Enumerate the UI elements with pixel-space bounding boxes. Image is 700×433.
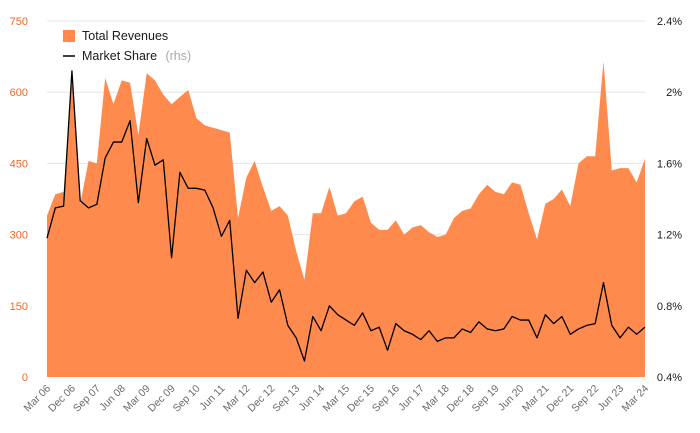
legend-note-rhs: (rhs) (165, 49, 191, 63)
legend-item-market-share: Market Share (rhs) (82, 47, 191, 64)
right-axis-ticks: 0.4% 0.8% 1.2% 1.6% 2% 2.4% (657, 16, 682, 384)
x-tick-label: Sep 07 (71, 383, 103, 415)
x-tick-label: Mar 24 (620, 383, 652, 415)
left-axis-ticks: 0 150 300 450 600 750 (10, 16, 28, 384)
right-tick-label: 1.2% (657, 230, 682, 242)
legend-label-total-revenues: Total Revenues (82, 29, 168, 43)
legend-label-market-share: Market Share (82, 49, 157, 63)
right-tick-label: 0.4% (657, 372, 682, 384)
x-tick-label: Sep 13 (270, 383, 302, 415)
left-tick-label: 300 (10, 230, 28, 242)
market-share-line (46, 70, 646, 362)
x-tick-label: Sep 19 (470, 383, 502, 415)
x-tick-label: Sep 22 (569, 383, 601, 415)
right-tick-label: 2% (666, 87, 682, 99)
left-tick-label: 0 (22, 372, 28, 384)
right-tick-label: 2.4% (657, 16, 682, 28)
left-tick-label: 450 (10, 158, 28, 170)
left-tick-label: 600 (10, 87, 28, 99)
x-tick-label: Sep 16 (370, 383, 402, 415)
left-tick-label: 750 (10, 16, 28, 28)
right-tick-label: 0.8% (657, 301, 682, 313)
legend-swatch-total-revenues (63, 30, 75, 42)
left-tick-label: 150 (10, 301, 28, 313)
total-revenues-area (47, 61, 645, 377)
legend: Total Revenues Market Share (rhs) (63, 29, 191, 64)
right-tick-label: 1.6% (657, 158, 682, 170)
x-tick-label: Sep 10 (171, 383, 203, 415)
